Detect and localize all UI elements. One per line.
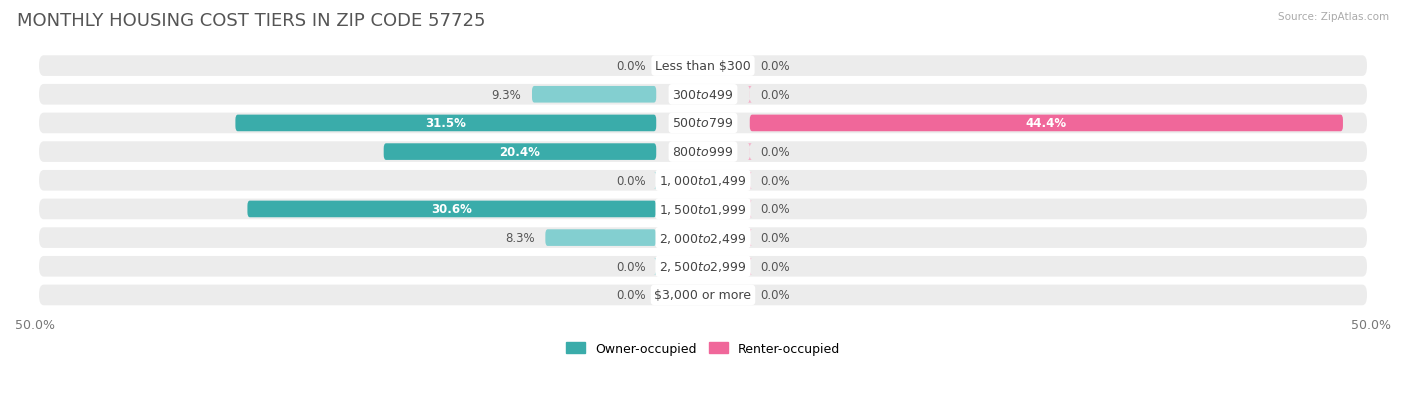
FancyBboxPatch shape [748,287,752,304]
Text: $300 to $499: $300 to $499 [672,88,734,102]
Text: 0.0%: 0.0% [761,60,790,73]
FancyBboxPatch shape [39,85,1367,105]
FancyBboxPatch shape [654,259,658,275]
Text: 0.0%: 0.0% [616,174,645,188]
Text: 0.0%: 0.0% [616,60,645,73]
Text: $800 to $999: $800 to $999 [672,146,734,159]
Text: 0.0%: 0.0% [616,260,645,273]
Text: $1,000 to $1,499: $1,000 to $1,499 [659,174,747,188]
FancyBboxPatch shape [748,201,752,218]
FancyBboxPatch shape [654,287,658,304]
FancyBboxPatch shape [654,58,658,75]
FancyBboxPatch shape [748,173,752,189]
FancyBboxPatch shape [654,173,658,189]
Text: 9.3%: 9.3% [492,88,522,102]
FancyBboxPatch shape [39,113,1367,134]
Text: $1,500 to $1,999: $1,500 to $1,999 [659,202,747,216]
Text: 0.0%: 0.0% [761,260,790,273]
FancyBboxPatch shape [39,256,1367,277]
Text: 31.5%: 31.5% [426,117,467,130]
FancyBboxPatch shape [748,144,752,161]
FancyBboxPatch shape [247,201,657,218]
FancyBboxPatch shape [39,199,1367,220]
Text: 0.0%: 0.0% [761,174,790,188]
FancyBboxPatch shape [531,87,657,103]
FancyBboxPatch shape [39,228,1367,248]
Text: $500 to $799: $500 to $799 [672,117,734,130]
Text: 0.0%: 0.0% [761,146,790,159]
FancyBboxPatch shape [384,144,657,161]
FancyBboxPatch shape [748,58,752,75]
Text: 0.0%: 0.0% [761,88,790,102]
Text: Source: ZipAtlas.com: Source: ZipAtlas.com [1278,12,1389,22]
FancyBboxPatch shape [748,87,752,103]
FancyBboxPatch shape [39,142,1367,163]
Text: 0.0%: 0.0% [761,232,790,244]
FancyBboxPatch shape [39,56,1367,77]
Text: $2,000 to $2,499: $2,000 to $2,499 [659,231,747,245]
FancyBboxPatch shape [235,115,657,132]
Text: 0.0%: 0.0% [761,289,790,302]
FancyBboxPatch shape [749,115,1343,132]
Text: $3,000 or more: $3,000 or more [655,289,751,302]
Text: 20.4%: 20.4% [499,146,540,159]
Text: 30.6%: 30.6% [432,203,472,216]
Text: Less than $300: Less than $300 [655,60,751,73]
FancyBboxPatch shape [748,259,752,275]
FancyBboxPatch shape [748,230,752,246]
FancyBboxPatch shape [546,230,657,246]
Text: MONTHLY HOUSING COST TIERS IN ZIP CODE 57725: MONTHLY HOUSING COST TIERS IN ZIP CODE 5… [17,12,485,30]
Text: 8.3%: 8.3% [505,232,534,244]
Legend: Owner-occupied, Renter-occupied: Owner-occupied, Renter-occupied [561,337,845,360]
Text: 0.0%: 0.0% [761,203,790,216]
FancyBboxPatch shape [39,171,1367,191]
Text: $2,500 to $2,999: $2,500 to $2,999 [659,260,747,274]
Text: 0.0%: 0.0% [616,289,645,302]
FancyBboxPatch shape [39,285,1367,306]
Text: 44.4%: 44.4% [1026,117,1067,130]
